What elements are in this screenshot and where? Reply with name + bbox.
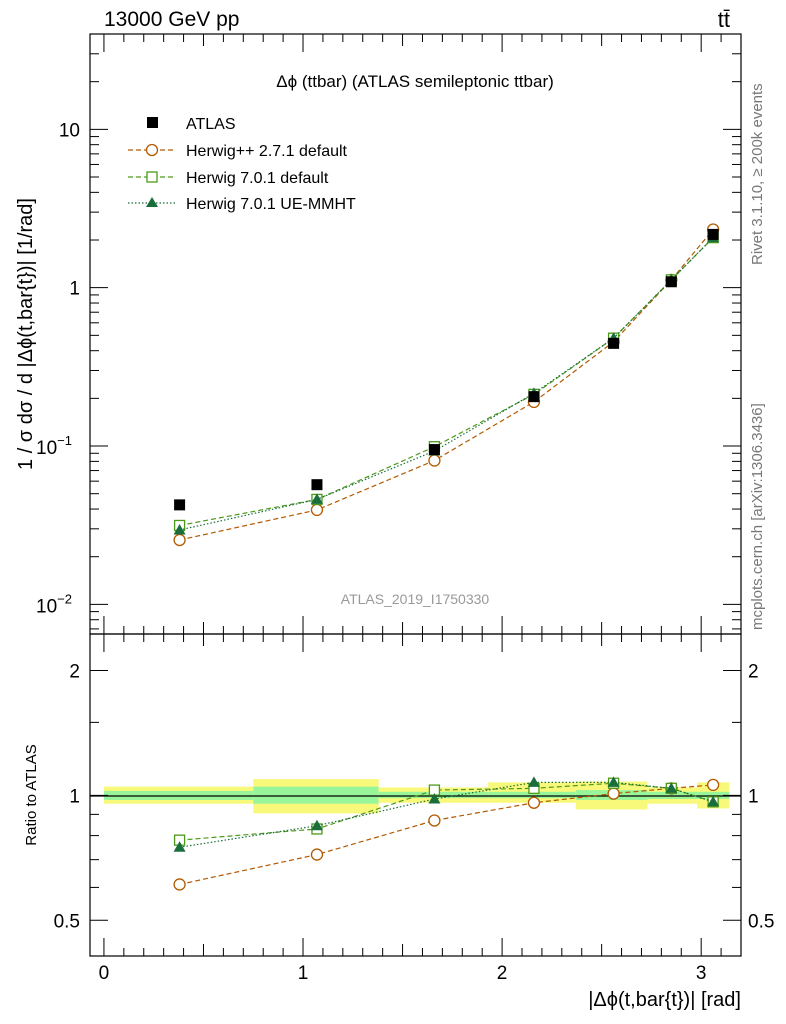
series-line <box>179 237 714 531</box>
ratio-y-axis-label: Ratio to ATLAS <box>23 744 40 845</box>
analysis-watermark: ATLAS_2019_I1750330 <box>341 591 490 607</box>
herwigpp-point <box>706 778 720 792</box>
legend-herwig7-default-marker <box>146 171 158 183</box>
x-axis-label: |Δϕ(t,bar{t})| [rad] <box>588 989 741 1011</box>
atlas-data-point <box>665 276 677 288</box>
ratio-y-tick-label-right: 1 <box>748 786 759 807</box>
herwigpp-point <box>428 814 441 827</box>
legend-atlas-label: ATLAS <box>186 116 236 133</box>
herwig7-uemmht-point <box>173 523 186 535</box>
herwig7-uemmht-point <box>607 776 620 787</box>
x-tick-label: 1 <box>298 963 309 984</box>
main-x-ticks <box>103 34 742 634</box>
herwigpp-point <box>173 878 186 891</box>
herwig7-uemmht-point <box>527 776 540 787</box>
legend-herwig7-default-label: Herwig 7.0.1 default <box>186 170 329 187</box>
ratio-y-tick-label-right: 0.5 <box>748 911 774 932</box>
legend: ATLAS Herwig++ 2.7.1 default Herwig 7.0.… <box>128 116 356 213</box>
herwigpp-point <box>173 533 186 547</box>
ratio-data-series <box>173 776 720 891</box>
herwigpp-point <box>527 796 541 809</box>
ratio-band-inner <box>253 786 379 804</box>
herwigpp-point <box>310 503 324 517</box>
x-tick-label: 3 <box>696 963 707 984</box>
ratio-y-ticks <box>90 670 741 921</box>
main-y-tick-label: 1 <box>69 279 80 300</box>
legend-atlas-marker <box>147 117 158 128</box>
atlas-data-point <box>311 479 323 491</box>
main-y-tick-label-exponent: −1 <box>57 433 72 448</box>
ratio-y-tick-label: 0.5 <box>54 911 80 932</box>
series-line <box>179 237 714 527</box>
ratio-x-tick-labels: 0 1 2 3 <box>99 963 707 984</box>
legend-herwigpp-label: Herwig++ 2.7.1 default <box>186 143 348 160</box>
main-y-ticks <box>90 33 741 630</box>
herwig7-uemmht-point <box>428 793 441 804</box>
legend-herwigpp-marker <box>145 143 159 157</box>
mcplots-reference-label: mcplots.cern.ch [arXiv:1306.3436] <box>749 403 766 630</box>
ratio-y-tick-label-right: 2 <box>748 662 759 683</box>
herwig7-uemmht-point <box>173 841 186 852</box>
main-y-tick-label: 10 <box>59 120 80 141</box>
legend-herwig7-uemmht-label: Herwig 7.0.1 UE-MMHT <box>186 196 356 213</box>
main-y-axis-label: 1 / σ dσ / d |Δϕ(t,bar{t})| [1/rad] <box>15 198 37 470</box>
series-line <box>179 229 714 541</box>
herwigpp-point <box>310 848 324 861</box>
herwig7-uemmht-point <box>310 493 323 504</box>
x-tick-label: 2 <box>497 963 508 984</box>
main-data-series <box>173 223 720 547</box>
main-title: Δϕ (ttbar) (ATLAS semileptonic ttbar) <box>276 72 554 91</box>
atlas-data-point <box>707 228 719 240</box>
rivet-version-label: Rivet 3.1.10, ≥ 200k events <box>749 83 766 265</box>
main-y-tick-label: 10−1 <box>36 433 72 459</box>
herwig7-uemmht-point <box>707 795 720 807</box>
ratio-y-tick-labels: 0.5 0.5 1 1 2 2 <box>54 662 775 933</box>
atlas-data-point <box>174 499 186 511</box>
ratio-y-tick-label: 1 <box>69 786 80 807</box>
atlas-data-point <box>608 337 620 349</box>
main-y-tick-label-base: 10 <box>36 596 57 617</box>
herwig7-uemmht-point <box>665 782 678 793</box>
main-y-tick-label-base: 10 <box>36 438 57 459</box>
x-tick-label: 0 <box>99 963 110 984</box>
atlas-data-point <box>528 391 540 403</box>
legend-herwig7-uemmht-marker <box>146 197 158 207</box>
ratio-band-inner <box>488 791 576 799</box>
herwigpp-point <box>428 454 441 467</box>
ratio-y-tick-label: 2 <box>69 662 80 683</box>
energy-label: 13000 GeV pp <box>104 8 239 31</box>
process-label: tt̄ <box>718 7 730 32</box>
herwig7-uemmht-point <box>310 819 323 831</box>
atlas-data-point <box>428 444 440 456</box>
ratio-x-ticks <box>103 634 742 956</box>
herwigpp-point <box>607 787 620 800</box>
main-y-tick-label-exponent: −2 <box>57 591 72 606</box>
main-y-tick-label: 10−2 <box>36 591 72 617</box>
